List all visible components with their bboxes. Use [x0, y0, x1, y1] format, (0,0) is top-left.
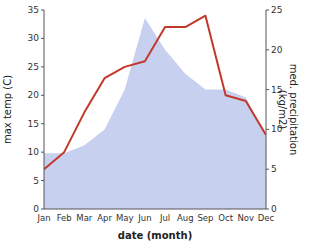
x-axis-line [44, 209, 266, 210]
y2-tick-label: 5 [271, 164, 277, 174]
y2-axis-title-line: (kg/m2) [277, 90, 288, 130]
y-tick [41, 180, 44, 181]
plot-area [44, 16, 266, 209]
x-axis-title: date (month) [118, 230, 192, 241]
y-tick [41, 152, 44, 153]
y2-tick [266, 169, 269, 170]
precipitation-area [44, 18, 266, 209]
temperature-line [44, 16, 266, 170]
x-tick-label: Mar [76, 213, 93, 223]
y-tick-label: 35 [28, 5, 39, 15]
y2-tick [266, 209, 269, 210]
x-tick-label: Apr [97, 213, 112, 223]
y2-tick [266, 49, 269, 50]
y-tick [41, 66, 44, 67]
y-tick-label: 5 [33, 176, 39, 186]
y-tick-label: 30 [28, 33, 40, 43]
y-tick [41, 209, 44, 210]
y-tick-label: 20 [28, 90, 40, 100]
y2-tick-label: 25 [271, 5, 282, 15]
y-tick-label: 15 [28, 119, 39, 129]
x-tick-label: Feb [57, 213, 72, 223]
y2-tick-label: 20 [271, 45, 283, 55]
x-tick-label: Dec [258, 213, 275, 223]
y-axis-line [44, 10, 45, 209]
x-tick-label: Sep [197, 213, 213, 223]
x-tick-label: May [116, 213, 134, 223]
x-tick-label: Jul [159, 213, 170, 223]
y-tick-label: 10 [28, 147, 40, 157]
y-tick [41, 10, 44, 11]
y-axis-title: max temp (C) [2, 75, 13, 144]
y-tick [41, 38, 44, 39]
x-tick-label: Jan [36, 213, 50, 223]
y-tick-label: 25 [28, 62, 39, 72]
chart: 051015202530350510152025JanFebMarAprMayJ… [0, 0, 318, 247]
y2-tick [266, 129, 269, 130]
x-tick-label: Jun [137, 213, 151, 223]
y2-tick [266, 10, 269, 11]
y2-axis-line [266, 10, 267, 209]
x-tick-label: Aug [177, 213, 194, 223]
y2-axis-title: med. precipitation(kg/m2) [277, 64, 300, 156]
x-tick-label: Oct [218, 213, 233, 223]
x-tick-label: Nov [238, 213, 255, 223]
y2-axis-title-line: med. precipitation [288, 64, 299, 156]
y-tick [41, 95, 44, 96]
y2-tick [266, 89, 269, 90]
y-tick [41, 123, 44, 124]
